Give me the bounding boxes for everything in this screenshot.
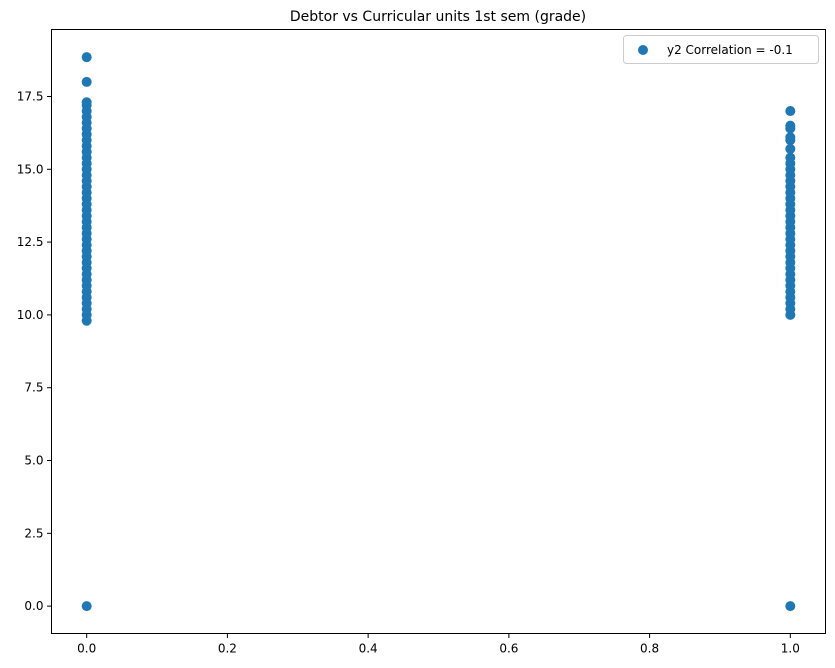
y-tick-label: 0.0 (24, 599, 43, 613)
x-tick-label: 0.6 (499, 642, 518, 656)
y-tick-label: 15.0 (17, 162, 44, 176)
data-point (81, 52, 92, 63)
plot-frame (51, 29, 826, 634)
x-tick-label: 0.8 (640, 642, 659, 656)
data-point (785, 106, 796, 117)
y-axis: 0.0 2.5 5.0 7.5 10.0 12.5 15.0 17.5 (17, 89, 52, 613)
x-tick-label: 1.0 (781, 642, 800, 656)
data-point (785, 601, 796, 612)
x-tick-label: 0.0 (77, 642, 96, 656)
data-point (785, 120, 796, 131)
chart-title: Debtor vs Curricular units 1st sem (grad… (290, 9, 586, 25)
legend-box (623, 35, 819, 64)
data-point (785, 143, 796, 154)
data-point (785, 152, 796, 163)
legend-label: y2 Correlation = -0.1 (667, 43, 793, 57)
x-axis: 0.0 0.2 0.4 0.6 0.8 1.0 (77, 633, 800, 656)
data-point (81, 76, 92, 87)
y-tick-label: 7.5 (24, 381, 43, 395)
y-tick-label: 5.0 (24, 454, 43, 468)
data-point (81, 601, 92, 612)
legend-marker (638, 45, 648, 55)
legend: y2 Correlation = -0.1 (623, 35, 819, 64)
x-tick-label: 0.4 (359, 642, 378, 656)
y-tick-label: 17.5 (17, 89, 44, 103)
data-point (81, 97, 92, 108)
y-tick-label: 10.0 (17, 308, 44, 322)
plot-area (51, 29, 826, 634)
data-point (785, 132, 796, 143)
y-tick-label: 12.5 (17, 235, 44, 249)
y-tick-label: 2.5 (24, 526, 43, 540)
x-tick-label: 0.2 (218, 642, 237, 656)
data-points (81, 52, 796, 612)
